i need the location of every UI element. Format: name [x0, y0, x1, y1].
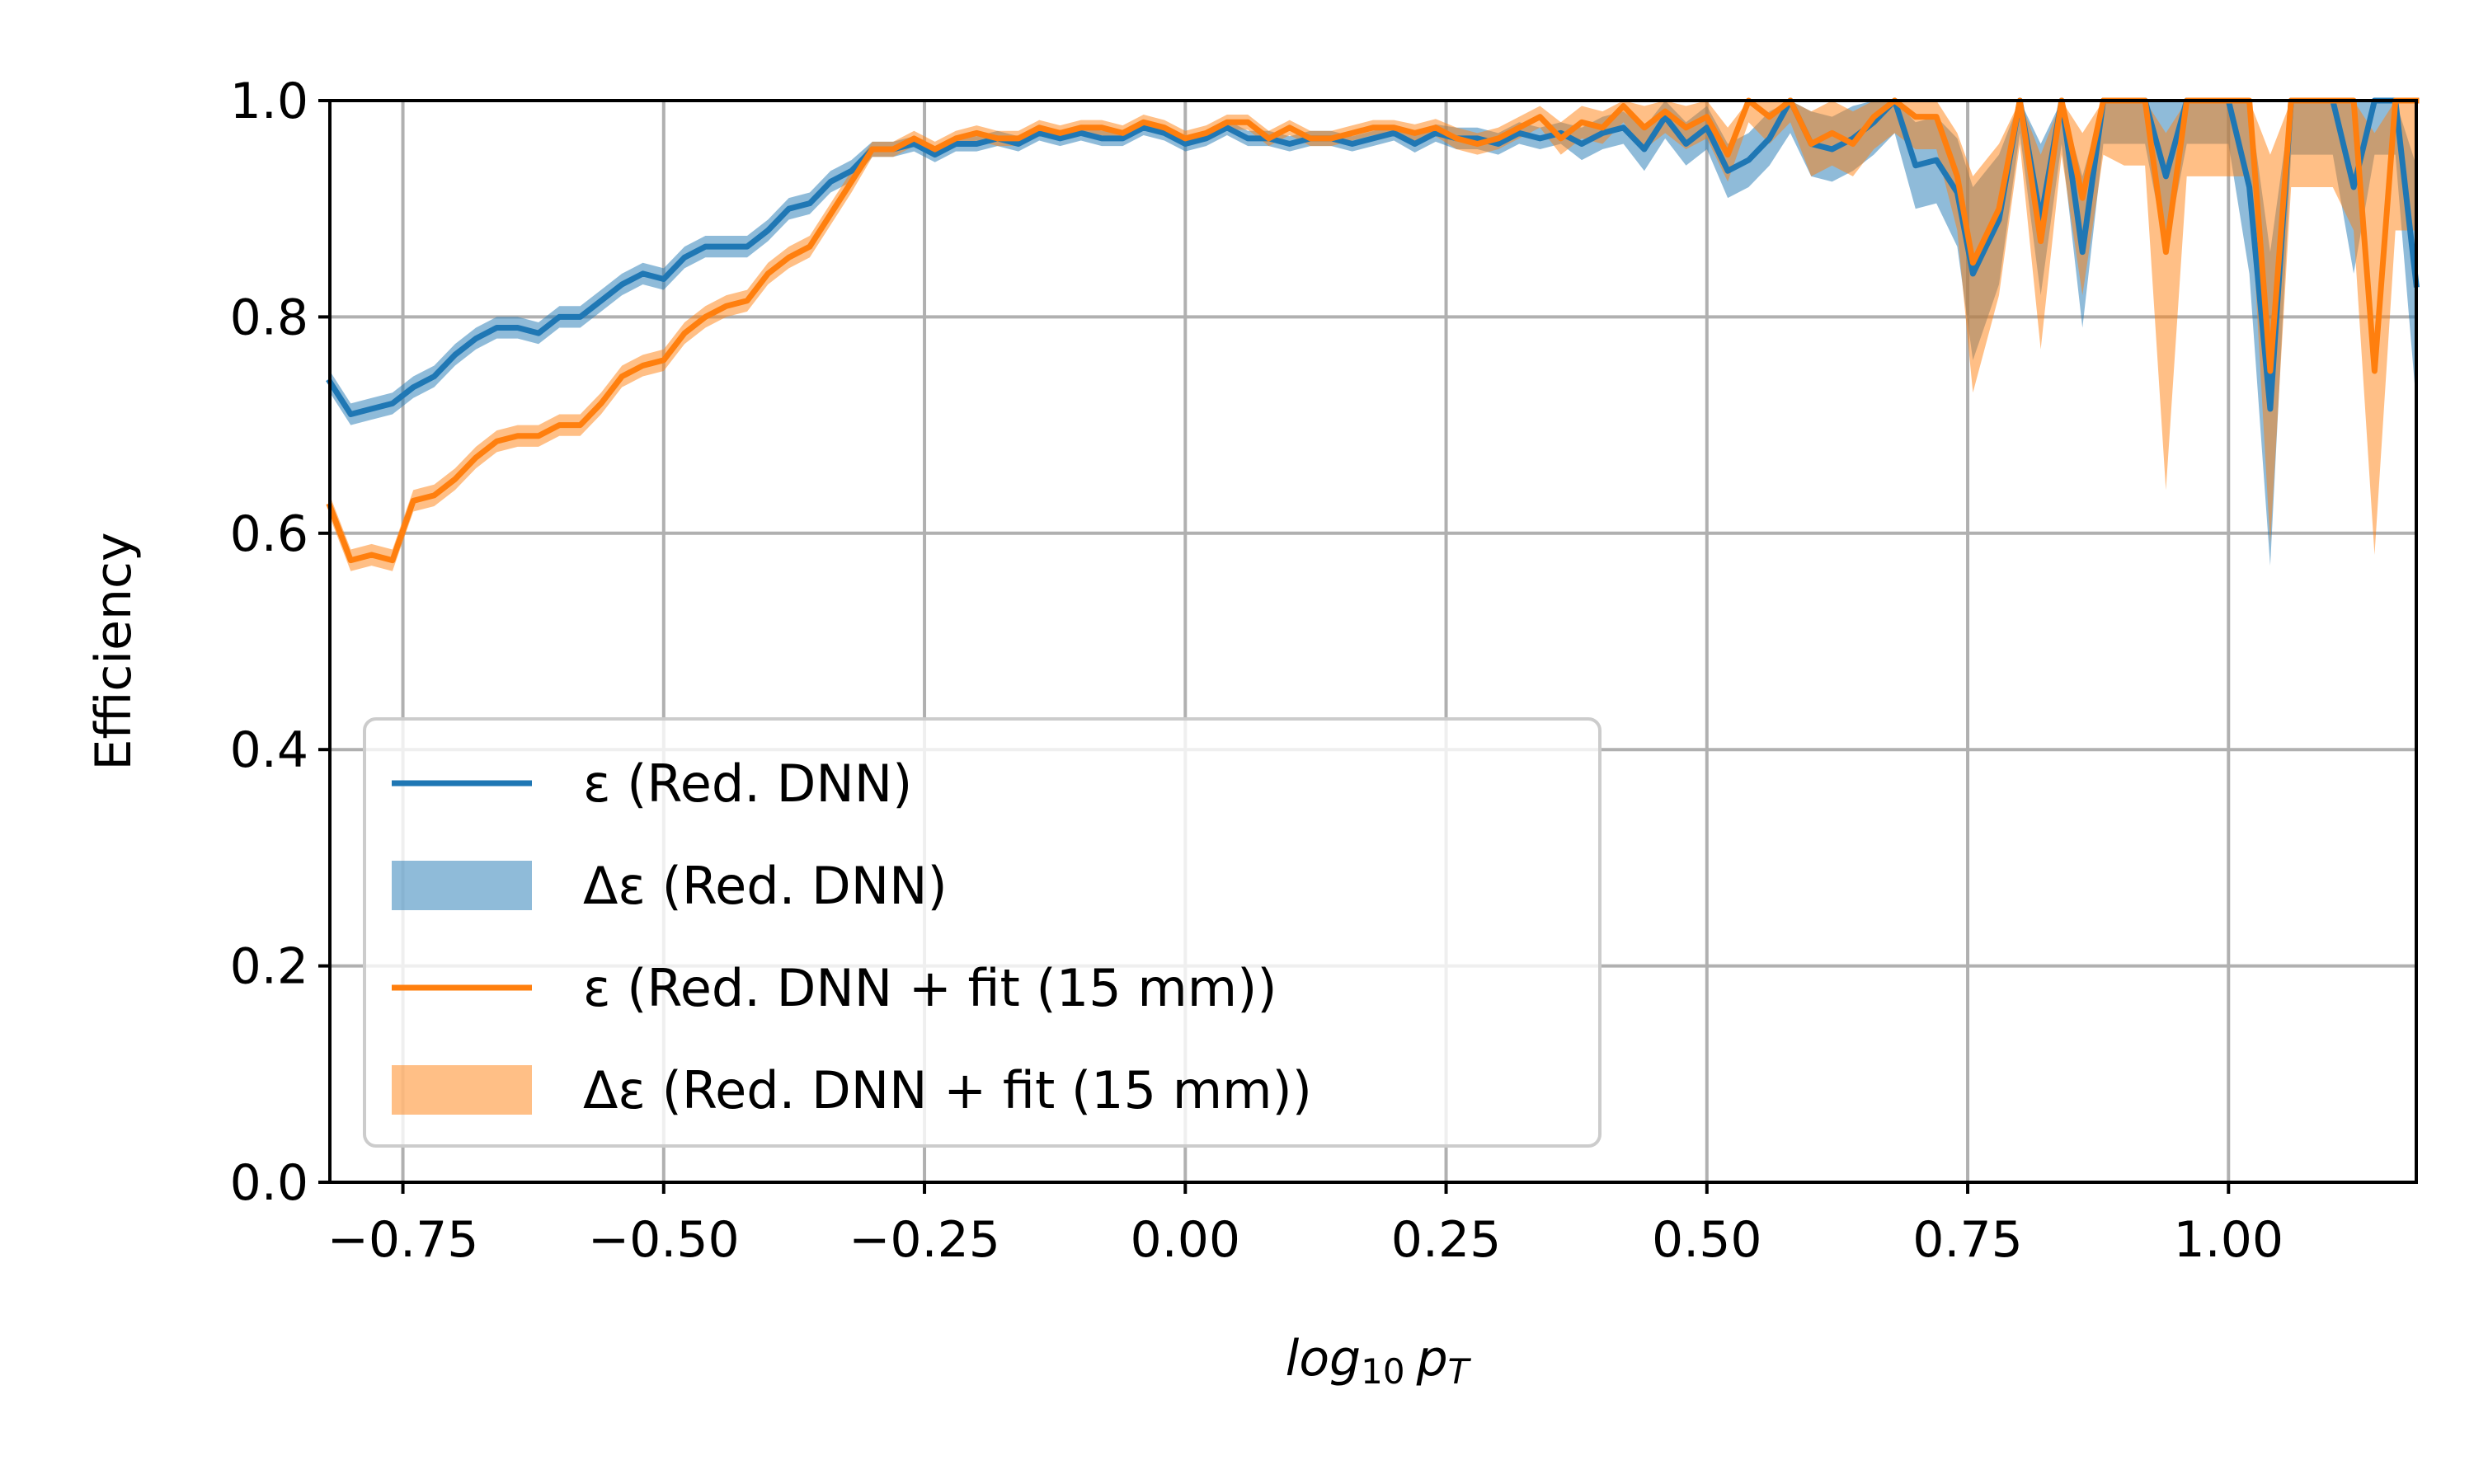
legend-entries: ε (Red. DNN) Δε (Red. DNN) ε (Red. DNN + f…: [392, 754, 1312, 1120]
x-tick-label-1: −0.50: [588, 1211, 740, 1269]
y-tick-label-4: 0.8: [230, 289, 308, 346]
plot-frame: [328, 99, 2418, 1184]
x-tick-label-6: 0.75: [1912, 1211, 2023, 1269]
series-lines: [326, 97, 2420, 564]
legend-swatch-1: [392, 861, 532, 910]
y-tick-label-5: 1.0: [230, 73, 308, 130]
legend-label-3: Δε (Red. DNN + fit (15 mm)): [583, 1060, 1312, 1120]
uncertainty-bands: [330, 101, 2416, 571]
x-tick-label-3: 0.00: [1131, 1211, 1241, 1269]
x-tick-label-7: 1.00: [2174, 1211, 2284, 1269]
x-tick-label-4: 0.25: [1391, 1211, 1502, 1269]
x-axis-label-var: p: [1416, 1330, 1448, 1388]
legend-label-1: Δε (Red. DNN): [583, 856, 948, 916]
x-axis-label-var-sub: T: [1448, 1351, 1472, 1392]
line-series-0: [326, 97, 2420, 417]
legend-label-2: ε (Red. DNN + fit (15 mm)): [583, 958, 1277, 1018]
line-series-1: [326, 97, 2420, 564]
y-tick-label-3: 0.6: [230, 505, 308, 563]
x-axis-label-main: log: [1286, 1330, 1361, 1388]
tick-labels: −0.75 −0.50 −0.25 0.00 0.25 0.50 0.75 1.00 0.0 0.…: [230, 73, 2284, 1269]
legend-label-0: ε (Red. DNN): [583, 754, 912, 814]
x-axis-label: log10 pT: [1286, 1330, 1472, 1392]
axes: [318, 99, 2418, 1194]
y-axis-label: Efficiency: [85, 532, 143, 770]
x-axis-label-sub: 10: [1361, 1351, 1404, 1392]
legend-frame: [363, 717, 1602, 1148]
x-tick-label-5: 0.50: [1652, 1211, 1762, 1269]
legend: ε (Red. DNN) Δε (Red. DNN) ε (Red. DNN + f…: [363, 717, 1602, 1148]
band-series-0: [330, 101, 2416, 566]
legend-swatch-3: [392, 1065, 532, 1115]
x-tick-label-2: −0.25: [849, 1211, 1000, 1269]
band-series-1: [330, 101, 2416, 571]
y-tick-label-0: 0.0: [230, 1154, 308, 1212]
x-tick-label-0: −0.75: [327, 1211, 479, 1269]
y-tick-label-2: 0.4: [230, 721, 308, 779]
y-tick-label-1: 0.2: [230, 938, 308, 996]
